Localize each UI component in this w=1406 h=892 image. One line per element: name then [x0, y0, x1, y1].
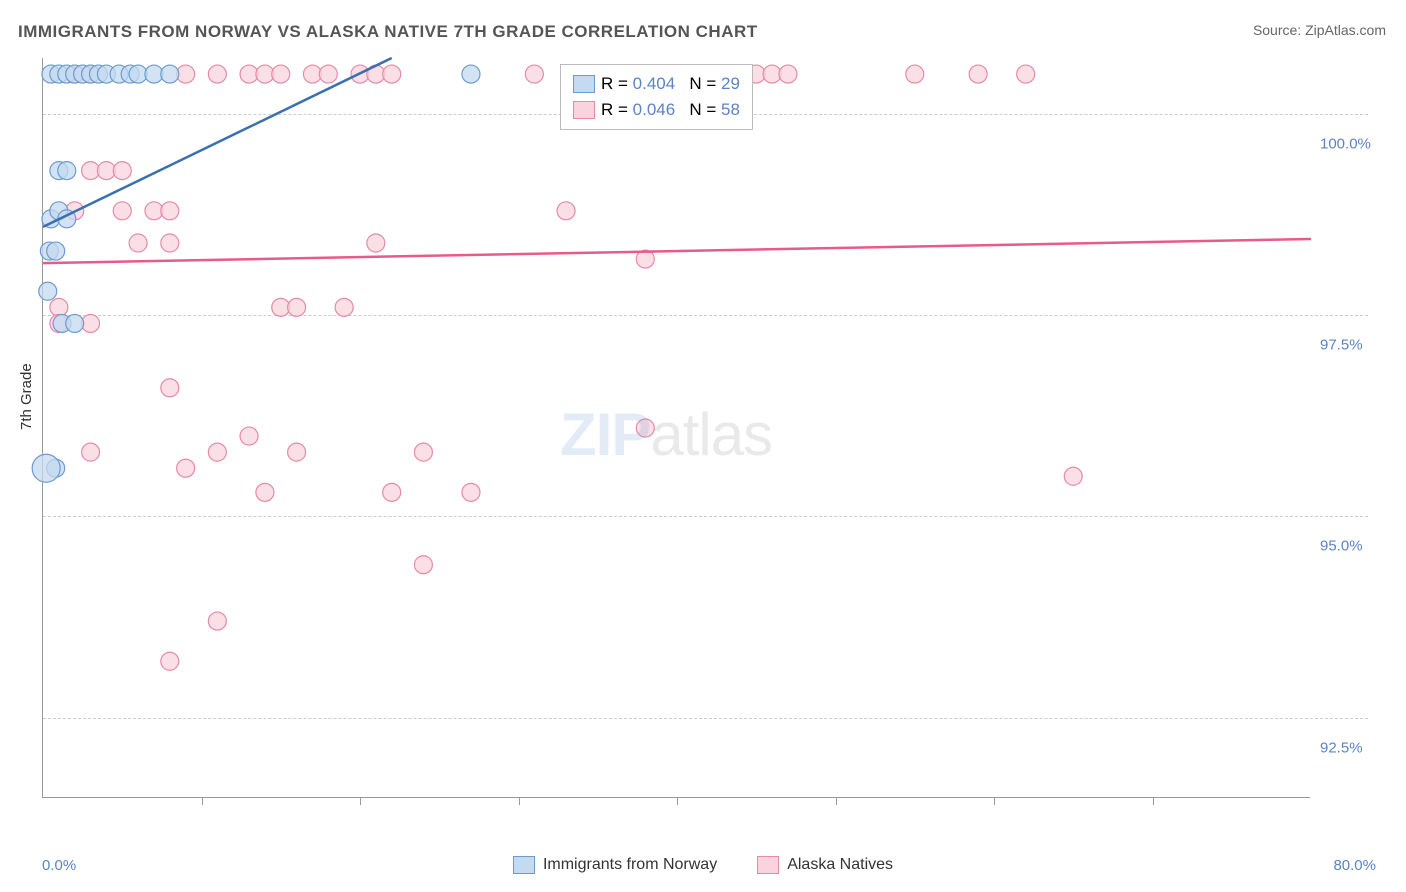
data-point — [779, 65, 797, 83]
legend-row: R = 0.046 N = 58 — [573, 97, 740, 123]
data-point — [367, 234, 385, 252]
data-point — [1017, 65, 1035, 83]
x-tick — [994, 797, 995, 805]
legend-item: Alaska Natives — [757, 856, 893, 874]
legend-swatch — [573, 101, 595, 119]
data-point — [525, 65, 543, 83]
data-point — [113, 202, 131, 220]
legend-swatch — [757, 856, 779, 874]
data-point — [161, 652, 179, 670]
data-point — [906, 65, 924, 83]
x-tick — [360, 797, 361, 805]
data-point — [161, 234, 179, 252]
data-point — [383, 65, 401, 83]
y-tick-label: 95.0% — [1320, 538, 1390, 555]
data-point — [557, 202, 575, 220]
trend-line — [43, 239, 1311, 263]
data-point — [462, 65, 480, 83]
data-point — [82, 443, 100, 461]
data-point — [288, 443, 306, 461]
data-point — [161, 65, 179, 83]
data-point — [319, 65, 337, 83]
x-tick — [1153, 797, 1154, 805]
data-point — [414, 443, 432, 461]
x-tick — [202, 797, 203, 805]
data-point — [39, 282, 57, 300]
legend-text: R = 0.404 N = 29 — [601, 71, 740, 97]
data-point — [58, 162, 76, 180]
data-point — [32, 454, 60, 482]
data-point — [113, 162, 131, 180]
chart-title: IMMIGRANTS FROM NORWAY VS ALASKA NATIVE … — [18, 22, 758, 42]
y-axis-title: 7th Grade — [18, 363, 35, 430]
data-point — [256, 483, 274, 501]
plot-area: 92.5%95.0%97.5%100.0% — [42, 58, 1310, 798]
data-point — [240, 427, 258, 445]
legend-label: Immigrants from Norway — [543, 856, 717, 874]
legend-swatch — [573, 75, 595, 93]
data-point — [161, 379, 179, 397]
data-point — [288, 298, 306, 316]
data-point — [208, 65, 226, 83]
legend-swatch — [513, 856, 535, 874]
data-point — [1064, 467, 1082, 485]
scatter-svg — [43, 58, 1310, 797]
data-point — [129, 234, 147, 252]
data-point — [66, 314, 84, 332]
data-point — [208, 612, 226, 630]
source-value: ZipAtlas.com — [1305, 22, 1386, 38]
data-point — [161, 202, 179, 220]
y-tick-label: 100.0% — [1320, 136, 1390, 153]
data-point — [462, 483, 480, 501]
legend-bottom: Immigrants from Norway Alaska Natives — [0, 856, 1406, 874]
data-point — [47, 242, 65, 260]
legend-label: Alaska Natives — [787, 856, 893, 874]
x-tick — [836, 797, 837, 805]
source-label: Source: — [1253, 22, 1305, 38]
x-tick — [677, 797, 678, 805]
data-point — [383, 483, 401, 501]
legend-row: R = 0.404 N = 29 — [573, 71, 740, 97]
data-point — [414, 556, 432, 574]
legend-stats: R = 0.404 N = 29 R = 0.046 N = 58 — [560, 64, 753, 130]
legend-text: R = 0.046 N = 58 — [601, 97, 740, 123]
data-point — [177, 459, 195, 477]
data-point — [969, 65, 987, 83]
y-tick-label: 97.5% — [1320, 337, 1390, 354]
y-tick-label: 92.5% — [1320, 739, 1390, 756]
source-credit: Source: ZipAtlas.com — [1253, 22, 1386, 38]
legend-item: Immigrants from Norway — [513, 856, 717, 874]
data-point — [272, 65, 290, 83]
data-point — [636, 419, 654, 437]
data-point — [50, 298, 68, 316]
data-point — [208, 443, 226, 461]
data-point — [335, 298, 353, 316]
x-tick — [519, 797, 520, 805]
